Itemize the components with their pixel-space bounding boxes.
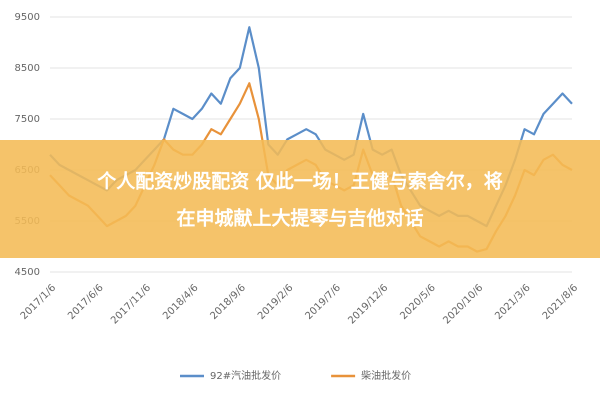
y-tick-label: 7500 (15, 114, 40, 125)
x-tick-label: 2017/1/6 (19, 282, 59, 322)
x-tick-label: 2019/7/6 (303, 282, 343, 322)
y-tick-label: 9500 (15, 12, 40, 23)
x-tick-label: 2017/11/6 (109, 282, 153, 326)
x-tick-label: 2020/5/6 (398, 282, 438, 322)
x-tick-label: 2019/12/6 (346, 282, 390, 326)
x-tick-label: 2018/9/6 (209, 282, 249, 322)
legend-label: 柴油批发价 (361, 369, 411, 382)
x-tick-label: 2017/6/6 (66, 282, 106, 322)
x-tick-label: 2020/10/6 (441, 282, 485, 326)
y-tick-label: 4500 (15, 267, 40, 278)
legend-label: 92#汽油批发价 (210, 369, 281, 382)
banner (0, 140, 600, 258)
x-tick-label: 2021/3/6 (493, 282, 533, 322)
banner-line: 个人配资炒股配资 仅此一场！王健与索舍尔，将 (96, 170, 503, 193)
x-tick-label: 2018/4/6 (161, 282, 201, 322)
banner-line: 在申城献上大提琴与吉他对话 (176, 207, 423, 230)
y-tick-label: 8500 (15, 63, 40, 74)
x-tick-label: 2021/8/6 (541, 282, 581, 322)
x-tick-label: 2019/2/6 (256, 282, 296, 322)
